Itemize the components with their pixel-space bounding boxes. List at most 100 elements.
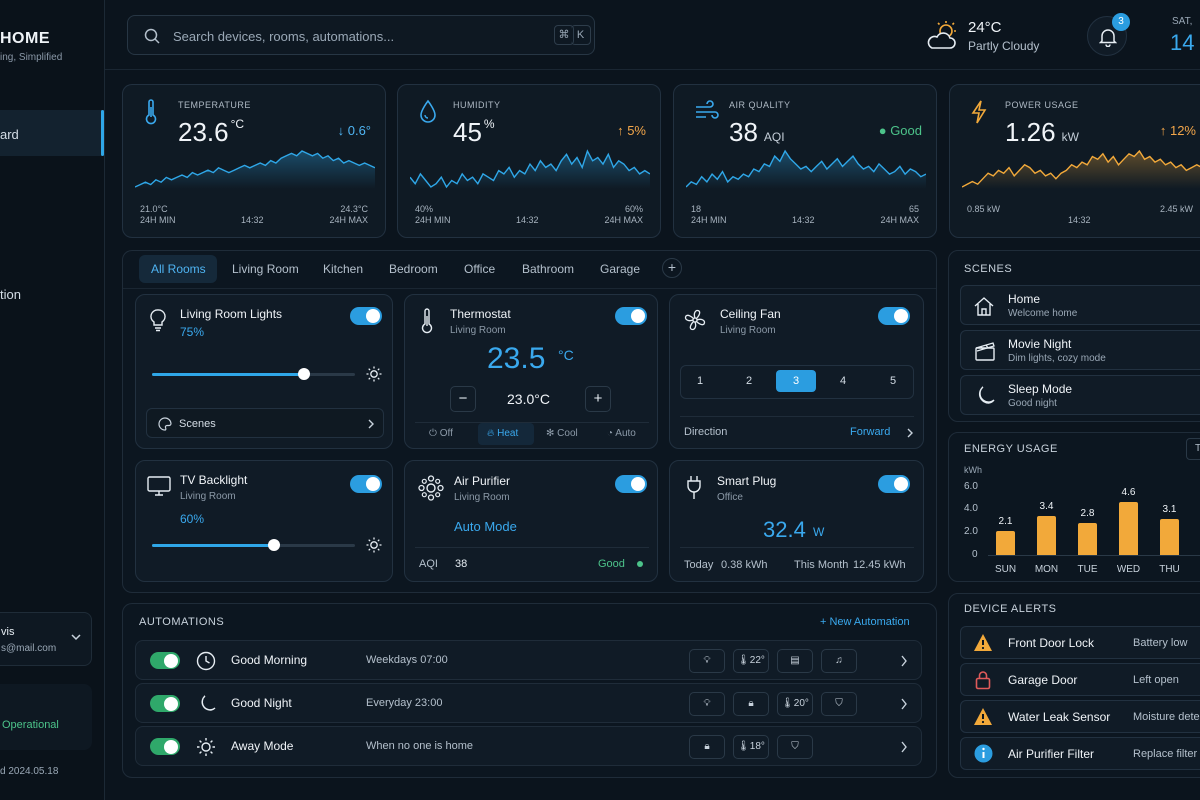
decrease-temp-button[interactable]: − — [450, 386, 476, 412]
palette-icon — [158, 417, 172, 431]
mode-heat[interactable]: 🔥︎ Heat — [487, 428, 518, 439]
energy-title: ENERGY USAGE — [964, 443, 1058, 455]
thermostat-current-temp: 23.5 — [487, 342, 546, 375]
lights-level: 75% — [180, 325, 205, 339]
direction-value[interactable]: Forward — [850, 426, 891, 438]
fan-speed-4[interactable]: 4 — [839, 375, 847, 387]
automation-toggle[interactable] — [150, 695, 180, 712]
lights-slider-knob[interactable] — [298, 368, 311, 380]
clock-icon — [196, 651, 216, 671]
thermometer-icon: 🌡︎ — [737, 655, 750, 666]
plug-title: Smart Plug — [717, 474, 777, 488]
tab-garage[interactable]: Garage — [600, 262, 641, 276]
automation-row-morning[interactable]: Good Morning Weekdays 07:00 💡︎ 🌡︎22° ▤ ♫ — [135, 640, 922, 680]
metric-time: 14:32 — [516, 215, 539, 225]
metric-sparkline — [962, 149, 1200, 189]
lights-scenes-button[interactable]: Scenes — [146, 408, 384, 438]
automation-schedule: Everyday 23:00 — [366, 697, 443, 709]
plug-unit: W — [813, 525, 825, 539]
add-room-button[interactable]: + — [662, 258, 682, 278]
automations-title: AUTOMATIONS — [139, 616, 225, 628]
mode-cool[interactable]: ✻ Cool — [546, 428, 578, 439]
metric-card-air-quality[interactable]: AIR QUALITY 38 AQI ● Good 18 24H MIN 14:32… — [673, 84, 937, 238]
alert-status: Left open — [1133, 674, 1179, 686]
search-input[interactable]: Search devices, rooms, automations... ⌘ … — [127, 15, 595, 55]
metric-sparkline — [135, 150, 375, 189]
snowflake-icon: ✻ — [546, 428, 558, 439]
sidebar-item-dashboard[interactable] — [0, 110, 104, 156]
automation-toggle[interactable] — [150, 738, 180, 755]
tv-room: Living Room — [180, 491, 236, 502]
plug-month-value: 12.45 kWh — [853, 559, 906, 571]
tab-kitchen[interactable]: Kitchen — [323, 262, 364, 276]
tab-bathroom[interactable]: Bathroom — [522, 262, 575, 276]
energy-bar-mon[interactable] — [1037, 515, 1056, 555]
metric-card-temperature[interactable]: TEMPERATURE 23.6 °C ↓ 0.6° 21.0°C 24H MIN … — [122, 84, 386, 238]
thermostat-target: 23.0°C — [507, 391, 550, 407]
energy-bar-wed[interactable] — [1119, 502, 1138, 555]
mode-off[interactable]: ⏻ Off — [429, 428, 453, 439]
fan-speed-1[interactable]: 1 — [696, 375, 704, 387]
status-dot — [637, 561, 643, 567]
increase-temp-button[interactable]: + — [585, 386, 611, 412]
automation-toggle[interactable] — [150, 652, 180, 669]
energy-range-button[interactable]: T — [1186, 438, 1200, 460]
sidebar-item-automation-label[interactable]: tion — [0, 287, 21, 302]
thermometer-icon — [145, 99, 157, 125]
tab-label-all-rooms[interactable]: All Rooms — [151, 262, 206, 276]
scene-desc: Good night — [1008, 398, 1057, 409]
tab-living-room[interactable]: Living Room — [232, 262, 299, 276]
energy-bar-tue[interactable] — [1078, 522, 1097, 555]
mode-auto[interactable]: ◔ Auto — [607, 428, 636, 439]
tv-slider-knob[interactable] — [267, 539, 280, 551]
tab-bedroom[interactable]: Bedroom — [389, 262, 438, 276]
scene-movie-night[interactable]: Movie Night Dim lights, cozy mode — [960, 330, 1200, 370]
automation-row-night[interactable]: Good Night Everyday 23:00 💡︎ 🔒︎ 🌡︎20° ⛉ — [135, 683, 922, 723]
alert-front-door[interactable]: Front Door Lock Battery low — [960, 626, 1200, 659]
thermostat-toggle[interactable] — [615, 307, 647, 325]
metric-value: 45 — [453, 117, 482, 147]
system-status: Operational — [0, 684, 92, 750]
new-automation-button[interactable]: + New Automation — [820, 616, 910, 628]
lights-toggle[interactable] — [350, 307, 382, 325]
fan-toggle[interactable] — [878, 307, 910, 325]
energy-bar-value-label: 2.1 — [998, 515, 1013, 527]
tab-office[interactable]: Office — [464, 262, 496, 276]
sidebar-item-dashboard-label[interactable]: ard — [0, 127, 19, 142]
fan-speed-5[interactable]: 5 — [889, 375, 897, 387]
energy-bar-value-label: 4.6 — [1121, 487, 1136, 499]
chart-baseline — [988, 555, 1200, 556]
metric-time: 14:32 — [241, 215, 264, 225]
energy-bar-thu[interactable] — [1160, 519, 1179, 555]
user-menu[interactable]: vis s@mail.com — [0, 612, 92, 666]
alerts-title: DEVICE ALERTS — [964, 603, 1057, 615]
tv-toggle[interactable] — [350, 475, 382, 493]
top-bar — [105, 0, 1200, 70]
active-indicator — [101, 110, 104, 156]
brightness-icon — [366, 366, 382, 382]
metric-card-humidity[interactable]: HUMIDITY 45% ↑ 5% 40% 24H MIN 14:32 60% 24… — [397, 84, 661, 238]
fan-speed-2[interactable]: 2 — [745, 375, 753, 387]
scene-home[interactable]: Home Welcome home — [960, 285, 1200, 325]
purifier-mode[interactable]: Auto Mode — [454, 519, 517, 534]
tab-all-rooms[interactable] — [139, 255, 217, 283]
user-email: s@mail.com — [1, 643, 57, 654]
fan-speed-3[interactable]: 3 — [776, 370, 816, 392]
metric-time: 14:32 — [792, 215, 815, 225]
purifier-toggle[interactable] — [615, 475, 647, 493]
scene-sleep-mode[interactable]: Sleep Mode Good night — [960, 375, 1200, 415]
alert-garage-door[interactable]: Garage Door Left open — [960, 663, 1200, 696]
alert-status: Replace filter — [1133, 748, 1198, 760]
automation-name: Away Mode — [231, 739, 294, 753]
plug-toggle[interactable] — [878, 475, 910, 493]
alert-water-leak[interactable]: Water Leak Sensor Moisture dete — [960, 700, 1200, 733]
alert-filter[interactable]: Air Purifier Filter Replace filter — [960, 737, 1200, 770]
wind-icon — [696, 100, 719, 119]
metric-label: AIR QUALITY — [729, 100, 791, 110]
metric-card-power-usage[interactable]: POWER USAGE 1.26 kW ↑ 12% 0.85 kW 14:32 2… — [949, 84, 1200, 238]
automation-row-away[interactable]: Away Mode When no one is home 🔒︎ 🌡︎18° ⛉ — [135, 726, 922, 766]
metric-value: 1.26 — [1005, 117, 1056, 147]
energy-bar-sun[interactable] — [996, 530, 1015, 555]
lock-icon — [975, 671, 991, 690]
metric-min: 40% — [415, 204, 434, 214]
